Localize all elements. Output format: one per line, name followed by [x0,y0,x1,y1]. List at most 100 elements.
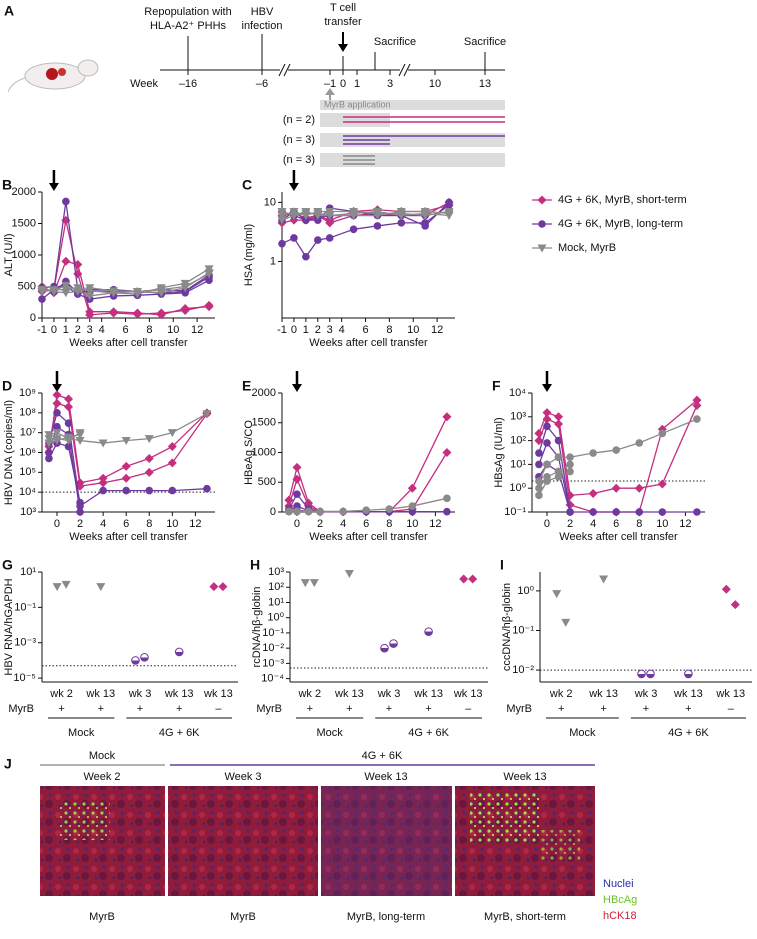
group-label: Mock [569,727,596,739]
y-tick-label: 10⁻³ [262,657,284,669]
y-axis-label: HBV DNA (copies/ml) [3,400,15,505]
mouse-head [77,59,99,77]
week-tick-label: 1 [354,78,360,90]
marker [293,507,301,516]
x-tick-label: 0 [54,518,60,530]
myrb-label: MyrB [8,703,34,715]
x-tick-label: 0 [291,324,297,336]
marker [85,284,95,293]
y-tick-label: 10¹ [20,566,36,578]
marker [144,467,154,477]
series-line [281,204,450,258]
hbcag-stain [470,792,540,842]
x-axis-label: Weeks after cell transfer [559,531,678,543]
marker [554,473,563,481]
series-line [281,210,450,217]
week-label: Week 3 [224,771,261,783]
y-tick-label: 10⁷ [20,427,36,439]
transfer-arrow-head [291,384,302,392]
micrograph [168,786,318,896]
marker [543,422,551,431]
marker [443,494,451,503]
marker [292,474,302,484]
y-tick-label: 10² [510,435,526,447]
event-label: HBV [251,6,274,18]
marker [109,287,119,296]
y-tick-label: 10⁶ [19,446,36,458]
marker [109,307,119,317]
y-tick-label: 1000 [12,249,36,261]
x-tick-label: 6 [123,518,129,530]
series-line [281,201,450,227]
marker [76,508,84,516]
marker [554,419,564,429]
marker [397,219,406,227]
marker [174,647,184,657]
marker [692,400,702,410]
y-tick-label: 10⁻² [512,664,534,676]
myrb-sign: – [728,703,735,715]
week-tick-label: –16 [179,78,197,90]
series-line [41,220,210,316]
week-tick-label: –1 [324,78,336,90]
x-tick-label: 4 [339,324,345,336]
marker [635,508,644,516]
x-tick-label: wk 2 [549,688,573,700]
y-tick-label: 10⁴ [509,387,526,399]
group-label: 4G + 6K [668,727,709,739]
x-tick-label: 12 [429,518,441,530]
myrb-sign: + [600,703,606,715]
marker [52,390,62,400]
event-label: infection [242,20,283,32]
group-label: Mock [68,727,95,739]
marker [396,208,406,217]
marker [53,422,61,431]
marker [52,437,62,446]
x-tick-label: 6 [122,324,128,336]
x-tick-label: 12 [191,324,203,336]
x-tick-label: wk 13 [413,688,443,700]
y-tick-label: 10¹ [268,596,284,608]
marker [313,236,322,244]
myrb-sign: + [137,703,143,715]
marker [168,486,177,495]
marker [325,218,335,228]
marker [543,460,551,469]
marker [38,295,46,303]
marker [144,435,154,444]
marker [542,408,552,418]
marker [635,439,644,447]
y-axis-label: HBeAg S/CO [243,420,255,485]
marker [132,288,142,297]
nuclei-stain [321,786,452,896]
series-line [538,470,571,496]
x-tick-label: wk 13 [85,688,115,700]
y-tick-label: 10³ [20,506,36,518]
myrb-sign: + [307,703,313,715]
myrb-arrow-head [325,88,335,95]
marker [543,477,551,485]
x-tick-label: 1 [63,324,69,336]
marker [156,289,166,298]
marker [61,289,71,298]
marker [44,439,54,448]
panel-letter: B [2,177,12,193]
marker [408,502,417,510]
marker [657,479,667,489]
x-tick-label: 8 [146,518,152,530]
micrograph [321,786,452,896]
series-line [48,442,81,503]
marker [537,244,547,253]
y-tick-label: 10⁴ [19,486,36,498]
marker [468,574,478,584]
marker [73,288,83,297]
panel-letter: C [242,177,252,193]
x-tick-label: 10 [407,324,419,336]
event-label: Sacrifice [464,36,506,48]
marker [52,583,62,592]
x-tick-label: 0 [544,518,550,530]
myrb-bar [320,113,390,127]
marker [209,582,219,592]
marker [277,216,287,225]
marker [145,486,154,495]
